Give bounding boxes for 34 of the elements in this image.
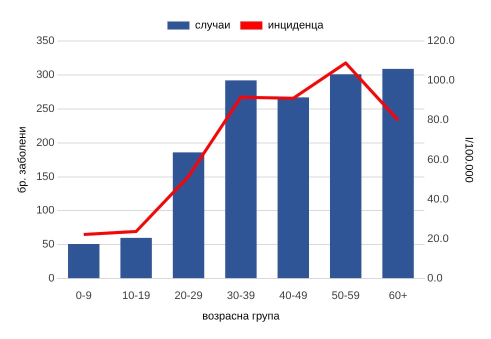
x-tick-label: 20-29 bbox=[174, 290, 203, 302]
x-tick-label: 0-9 bbox=[76, 290, 92, 302]
y-tick-label: 350 bbox=[36, 35, 55, 48]
y2-tick-label: 120.0 bbox=[427, 35, 455, 48]
bar bbox=[382, 68, 414, 278]
x-tick-label: 60+ bbox=[388, 290, 408, 302]
y2-tick-label: 0.0 bbox=[427, 272, 443, 285]
x-tick-label: 10-19 bbox=[122, 290, 150, 302]
y-tick-label: 100 bbox=[36, 204, 55, 217]
legend-label: инциденца bbox=[268, 20, 324, 32]
y-tick-label: 300 bbox=[36, 68, 55, 81]
y-axis-title: бр. заболени bbox=[16, 126, 29, 194]
x-tick-label: 30-39 bbox=[226, 290, 255, 302]
bar bbox=[120, 238, 152, 278]
y-tick-label: 250 bbox=[36, 102, 55, 115]
x-tick-label: 50-59 bbox=[332, 290, 360, 302]
legend-label: случаи bbox=[194, 20, 230, 32]
bar bbox=[278, 97, 310, 278]
y2-tick-label: 80.0 bbox=[427, 114, 449, 126]
y-tick-label: 50 bbox=[42, 238, 55, 251]
y2-tick-label: 20.0 bbox=[427, 233, 449, 246]
y2-axis-title: I/100.000 bbox=[462, 136, 474, 183]
bar bbox=[68, 244, 100, 278]
bar bbox=[172, 152, 204, 278]
y2-tick-label: 40.0 bbox=[427, 193, 449, 206]
y-tick-label: 150 bbox=[36, 170, 55, 183]
x-tick-label: 40-49 bbox=[279, 290, 308, 302]
bar bbox=[330, 74, 362, 278]
y-tick-label: 200 bbox=[36, 136, 55, 149]
y2-tick-label: 60.0 bbox=[427, 154, 449, 166]
bar bbox=[225, 80, 257, 278]
y-tick-label: 0 bbox=[48, 272, 55, 285]
x-axis-title: возрасна група bbox=[202, 310, 280, 322]
y2-tick-label: 100.0 bbox=[427, 74, 455, 87]
